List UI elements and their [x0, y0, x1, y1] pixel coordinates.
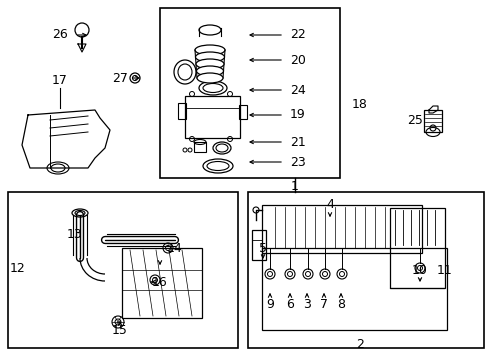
Bar [262, 248, 446, 330]
Ellipse shape [196, 66, 223, 76]
Text: 22: 22 [289, 28, 305, 41]
Bar [251, 230, 265, 260]
Text: 26: 26 [52, 28, 68, 41]
Text: 18: 18 [351, 99, 367, 112]
Bar [160, 8, 339, 178]
Text: 13: 13 [67, 229, 82, 242]
Ellipse shape [196, 59, 224, 69]
Ellipse shape [195, 52, 224, 62]
Text: 27: 27 [112, 72, 128, 85]
Text: 10: 10 [411, 264, 427, 276]
Bar [122, 248, 202, 318]
Text: 1: 1 [290, 180, 298, 193]
Text: 11: 11 [436, 264, 452, 276]
Text: 15: 15 [112, 324, 128, 337]
Text: 7: 7 [319, 298, 327, 311]
Bar [178, 103, 185, 119]
Text: 25: 25 [406, 113, 422, 126]
Bar [389, 208, 444, 288]
Text: 16: 16 [152, 275, 167, 288]
Text: 2: 2 [355, 338, 363, 351]
Text: 9: 9 [265, 298, 273, 311]
Bar [262, 205, 421, 253]
Text: 20: 20 [289, 54, 305, 67]
Bar [239, 105, 246, 119]
Text: 4: 4 [325, 198, 333, 211]
Bar [247, 192, 483, 348]
Text: 8: 8 [336, 298, 345, 311]
Text: 3: 3 [303, 298, 310, 311]
Bar [184, 96, 240, 138]
Text: 5: 5 [259, 242, 266, 255]
Bar [8, 192, 238, 348]
Text: 12: 12 [10, 261, 26, 274]
Text: 17: 17 [52, 73, 68, 86]
Bar [423, 110, 441, 132]
Text: 24: 24 [289, 84, 305, 96]
Ellipse shape [197, 73, 223, 83]
Text: 21: 21 [289, 135, 305, 148]
Text: 6: 6 [285, 298, 293, 311]
Text: 14: 14 [167, 242, 183, 255]
Text: 23: 23 [289, 156, 305, 168]
Ellipse shape [195, 45, 224, 55]
Text: 19: 19 [289, 108, 305, 122]
Bar [194, 142, 205, 152]
